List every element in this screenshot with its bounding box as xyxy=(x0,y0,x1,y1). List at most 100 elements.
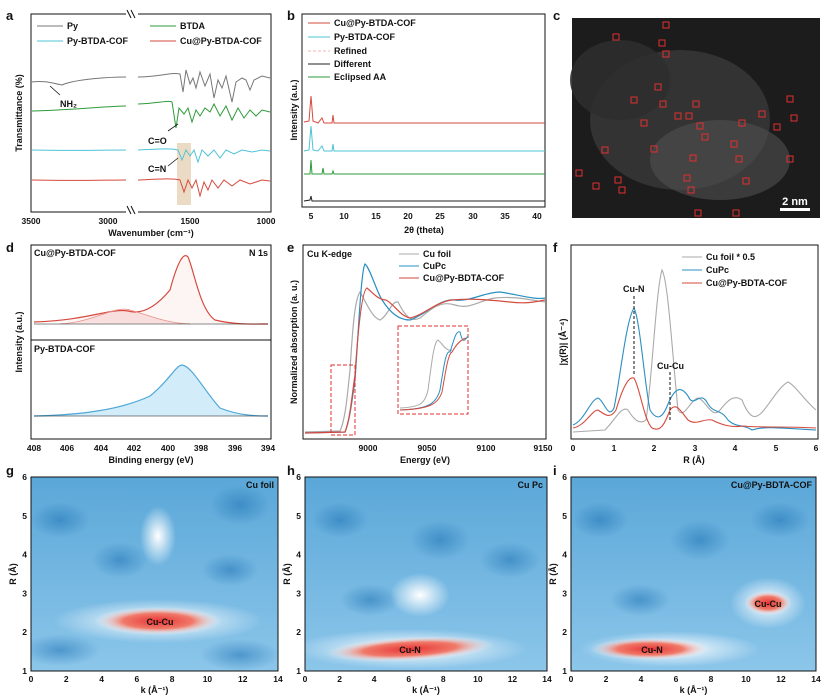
tick-f-3: 3 xyxy=(693,443,698,453)
heatmap-1-xtick-0: 0 xyxy=(303,674,308,684)
panel-i: i Cu@Py-BDTA-COF Cu-N Cu-Cu xyxy=(553,463,817,672)
heatmap-0-xtick-4: 4 xyxy=(99,674,104,684)
legend-f-cupc: CuPc xyxy=(706,265,729,275)
legend-e-cufoil: Cu foil xyxy=(423,249,451,259)
heatmap-2-xtick-10: 10 xyxy=(741,674,751,684)
x-ticks-b: 5 10 15 20 25 30 35 40 xyxy=(309,211,542,221)
tick-d-404: 404 xyxy=(94,443,108,453)
legend-b-eclipsed: Eclipsed AA xyxy=(334,72,387,82)
title-h: Cu Pc xyxy=(517,480,543,490)
heatmap-0-xtick-0: 0 xyxy=(29,674,34,684)
tick-d-402: 402 xyxy=(127,443,141,453)
tick-b-40: 40 xyxy=(532,211,542,221)
heatmap-0-ytick-2: 2 xyxy=(22,627,27,637)
panel-label-d: d xyxy=(6,240,14,255)
heatmap-0-xlabel: k (Å⁻¹) xyxy=(141,685,169,695)
blob-label-i-cucu: Cu-Cu xyxy=(755,599,782,609)
ylabel-e: Normalized absorption (a. u.) xyxy=(289,280,299,404)
panel-label-h: h xyxy=(287,463,295,478)
xlabel-f: R (Å) xyxy=(683,455,705,465)
tick-f-0: 0 xyxy=(571,443,576,453)
scale-bar xyxy=(780,208,810,211)
curve-b-eclipsed xyxy=(304,159,545,175)
curve-f-cu-cof xyxy=(572,377,817,430)
legend-f-cu-cof: Cu@Py-BDTA-COF xyxy=(706,278,788,288)
title-g: Cu foil xyxy=(246,480,274,490)
tick-f-6: 6 xyxy=(814,443,819,453)
annotation-cu-n: Cu-N xyxy=(623,284,645,294)
x-ticks-f: 0 1 2 3 4 5 6 xyxy=(571,443,819,453)
tick-a-1500: 1500 xyxy=(181,216,200,226)
heatmap-0-xtick-12: 12 xyxy=(238,674,248,684)
curve-py xyxy=(31,69,271,103)
title-i: Cu@Py-BDTA-COF xyxy=(731,480,813,490)
xlabel-b: 2θ (theta) xyxy=(404,225,444,235)
heatmap-2-ytick-6: 6 xyxy=(562,472,567,482)
legend-b-refined: Refined xyxy=(334,46,367,56)
annotation-cu-cu: Cu-Cu xyxy=(657,361,684,371)
heatmap-1-xtick-4: 4 xyxy=(372,674,377,684)
heatmap-1-xtick-8: 8 xyxy=(441,674,446,684)
legend-py: Py xyxy=(67,21,78,31)
tick-b-15: 15 xyxy=(371,211,381,221)
tick-f-4: 4 xyxy=(733,443,738,453)
heatmap-2-xtick-0: 0 xyxy=(569,674,574,684)
panel-g: g Cu foil Cu-Cu xyxy=(6,463,279,672)
title-n1s: N 1s xyxy=(249,248,268,258)
panel-label-c: c xyxy=(553,8,560,23)
tick-d-400: 400 xyxy=(161,443,175,453)
tick-d-394: 394 xyxy=(261,443,275,453)
subpanel-label-py: Py-BTDA-COF xyxy=(34,344,95,354)
tick-d-408: 408 xyxy=(27,443,41,453)
panel-label-f: f xyxy=(553,240,558,255)
curve-btda xyxy=(31,100,271,129)
curve-b-cu xyxy=(303,95,545,124)
legend-e-cu-cof: Cu@Py-BDTA-COF xyxy=(423,273,505,283)
title-e: Cu K-edge xyxy=(307,249,352,259)
heatmap-1-xtick-2: 2 xyxy=(337,674,342,684)
legend-e: Cu foil CuPc Cu@Py-BDTA-COF xyxy=(399,249,505,283)
heatmap-1-xtick-14: 14 xyxy=(542,674,552,684)
tick-e-9150: 9150 xyxy=(534,443,553,453)
subpanel-label-cu: Cu@Py-BTDA-COF xyxy=(34,248,116,258)
tick-d-396: 396 xyxy=(228,443,242,453)
heatmap-0-ytick-6: 6 xyxy=(22,472,27,482)
heatmap-2-xtick-12: 12 xyxy=(776,674,786,684)
panel-label-i: i xyxy=(553,463,557,478)
tick-b-20: 20 xyxy=(403,211,413,221)
heatmap-2-ytick-5: 5 xyxy=(562,511,567,521)
heatmap-2-xtick-4: 4 xyxy=(639,674,644,684)
panel-e: e Cu K-edge Cu foil CuPc Cu@Py-BDTA-COF … xyxy=(287,240,553,465)
legend-e-cupc: CuPc xyxy=(423,261,446,271)
heatmap-2-xtick-14: 14 xyxy=(811,674,821,684)
panel-f: f Cu foil * 0.5 CuPc Cu@Py-BDTA-COF Cu-N… xyxy=(553,240,819,465)
curve-b-different xyxy=(303,195,545,202)
ylabel-f: |χ(R)| (Å⁻⁴) xyxy=(558,319,568,366)
atom-markers xyxy=(575,21,798,217)
heatmap-1-xtick-6: 6 xyxy=(406,674,411,684)
legend-btda: BTDA xyxy=(180,21,205,31)
heatmap-1-ytick-4: 4 xyxy=(296,550,301,560)
heatmap-1-xlabel: k (Å⁻¹) xyxy=(412,685,440,695)
legend-f: Cu foil * 0.5 CuPc Cu@Py-BDTA-COF xyxy=(682,252,788,288)
heatmap-1-ylabel: R (Å) xyxy=(282,563,292,585)
tick-b-25: 25 xyxy=(435,211,445,221)
heatmap-2-ytick-3: 3 xyxy=(562,588,567,598)
heatmap-1-ytick-6: 6 xyxy=(296,472,301,482)
tick-b-30: 30 xyxy=(468,211,478,221)
heatmap-0-xtick-14: 14 xyxy=(273,674,283,684)
heatmap-0-ytick-3: 3 xyxy=(22,588,27,598)
tick-a-3500: 3500 xyxy=(22,216,41,226)
legend-b-different: Different xyxy=(334,59,371,69)
ylabel-d: Intensity (a.u.) xyxy=(14,311,24,372)
panel-label-a: a xyxy=(6,8,14,23)
tick-f-1: 1 xyxy=(612,443,617,453)
annotation-c-o: C=O xyxy=(148,136,167,146)
heatmap-2-ytick-2: 2 xyxy=(562,627,567,637)
tick-e-9050: 9050 xyxy=(418,443,437,453)
inset-box-zoom xyxy=(397,325,469,415)
annotation-nh2: NH₂ xyxy=(60,99,77,109)
tick-f-2: 2 xyxy=(652,443,657,453)
